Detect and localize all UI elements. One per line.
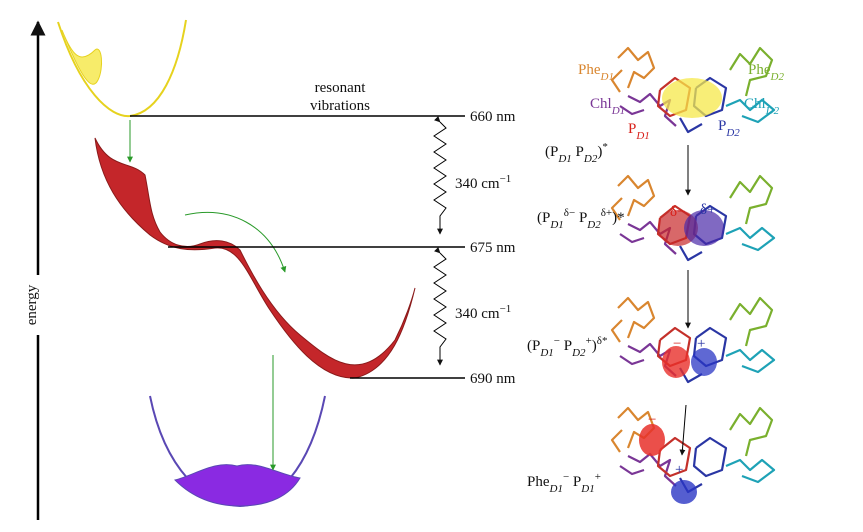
label-part: D1 [557, 153, 571, 165]
label-part: ) [597, 144, 602, 160]
label-part: D1 [539, 347, 553, 359]
label-part: Phe [527, 474, 550, 490]
label-part: P [560, 338, 572, 354]
charge: δ− [670, 204, 686, 220]
charge: − [673, 336, 681, 352]
level-label: 690 nm [470, 371, 516, 387]
label-part: (P [537, 210, 550, 226]
wavepacket [61, 29, 103, 85]
spacing-exponent: −1 [500, 303, 512, 315]
label-part: + [595, 471, 601, 483]
label-part: D1 [549, 483, 563, 495]
molecule [610, 174, 776, 262]
label-part: P [575, 210, 587, 226]
molecule-label: PD1 [628, 121, 650, 142]
label-name: Chl [590, 96, 612, 112]
potential-surface [94, 137, 416, 379]
molecule-label: PD2 [718, 118, 740, 139]
arrow [679, 404, 687, 456]
state-label: PheD1− PD1+ [527, 471, 601, 495]
label-part: D2 [586, 219, 601, 231]
label-name: Phe [748, 62, 771, 78]
wavy-arrow [433, 247, 447, 366]
molecule-label: ChlD2 [744, 96, 780, 117]
label-sub: D2 [765, 105, 780, 117]
label-part: * [602, 141, 608, 153]
level-label: 675 nm [470, 240, 516, 256]
label-part: + [586, 335, 592, 347]
label-part: − [563, 471, 569, 483]
label-part: D2 [583, 153, 598, 165]
label-part: )* [612, 210, 625, 226]
label-name: P [628, 121, 636, 137]
label-part: δ+ [601, 207, 612, 219]
label-part: P [572, 144, 584, 160]
molecule-label: ChlD1 [590, 96, 625, 117]
charge: δ+ [700, 202, 716, 218]
state-label: (PD1 PD2)* [545, 141, 608, 165]
charge: + [675, 462, 683, 478]
label-sub: D2 [725, 127, 740, 139]
label-part: − [554, 335, 560, 347]
label-part: D2 [571, 347, 586, 359]
spacing-value: 340 cm [455, 176, 500, 192]
label-part: D1 [549, 219, 563, 231]
annotation: vibrations [310, 98, 370, 114]
label-part: δ− [564, 207, 575, 219]
label-part: (P [545, 144, 558, 160]
annotation: resonant [315, 80, 367, 96]
spacing-label: 340 cm−1 [455, 303, 511, 322]
wavy-arrow [433, 116, 447, 235]
label-part: δ* [597, 335, 608, 347]
wavepacket [174, 464, 301, 507]
molecule-label: PheD2 [748, 62, 784, 83]
molecule-label: PheD1 [578, 62, 614, 83]
label-sub: D1 [611, 105, 625, 117]
level-label: 660 nm [470, 109, 516, 125]
spacing-value: 340 cm [455, 306, 500, 322]
charge: − [648, 412, 656, 428]
label-part: ) [592, 338, 597, 354]
label-part: D1 [580, 483, 594, 495]
label-name: Chl [744, 96, 766, 112]
label-part: P [569, 474, 581, 490]
molecule [610, 296, 776, 384]
transition-arrow [184, 211, 287, 273]
axis-label: energy [24, 284, 40, 325]
label-part: (P [527, 338, 540, 354]
molecule [610, 406, 776, 504]
state-label: (PD1− PD2+)δ* [527, 335, 607, 359]
potential-well [57, 19, 187, 118]
label-name: P [718, 118, 726, 134]
label-sub: D2 [770, 71, 785, 83]
state-label: (PD1δ− PD2δ+)* [537, 207, 625, 231]
spacing-label: 340 cm−1 [455, 173, 511, 192]
label-sub: D1 [600, 71, 614, 83]
label-sub: D1 [635, 130, 649, 142]
spacing-exponent: −1 [500, 173, 512, 185]
molecule [610, 46, 776, 134]
label-name: Phe [578, 62, 601, 78]
charge: + [697, 336, 705, 352]
